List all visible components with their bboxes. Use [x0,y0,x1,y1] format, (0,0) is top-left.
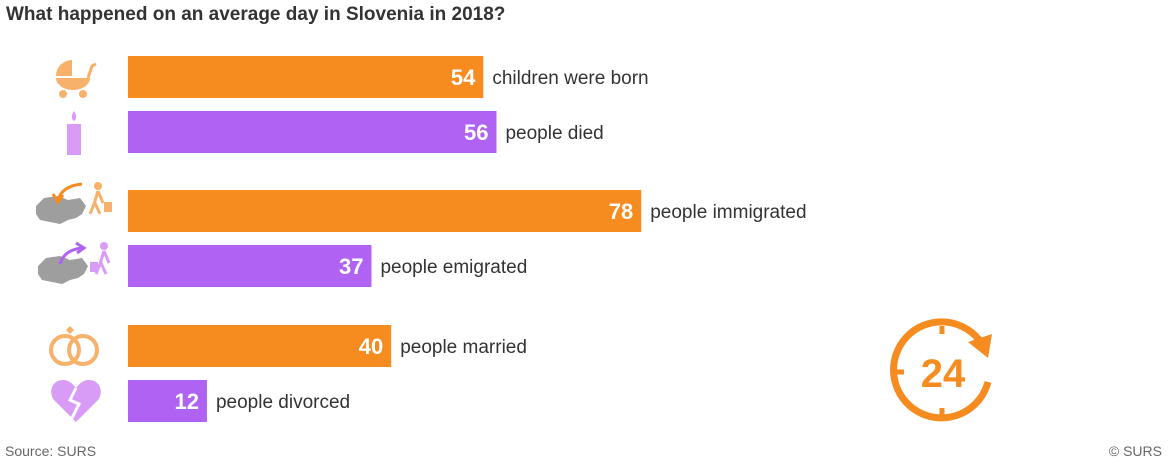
category-label: people divorced [216,392,350,413]
clock-label: 24 [921,352,966,396]
category-label: people died [505,123,603,144]
bar [128,245,372,287]
bar [128,56,484,98]
value-label: 37 [339,254,363,279]
24-hours-clock-icon: 24 [890,318,992,422]
copyright-note: © SURS [1108,443,1162,459]
category-label: people married [400,337,527,358]
value-label: 78 [609,199,633,224]
chart-title: What happened on an average day in Slove… [6,4,506,25]
candle-icon [67,111,81,155]
wedding-rings-icon [49,326,99,366]
value-label: 12 [174,389,198,414]
value-label: 56 [464,120,488,145]
bar [128,111,497,153]
emigration-icon [38,241,111,284]
category-label: people emigrated [380,257,527,278]
immigration-icon [36,182,112,224]
value-label: 40 [359,334,383,359]
bar [128,325,392,367]
category-label: people immigrated [650,202,806,223]
category-label: children were born [492,68,648,89]
bar [128,190,642,232]
baby-carriage-icon [56,60,97,98]
bar [128,380,207,422]
value-label: 54 [451,65,476,90]
source-note: Source: SURS [5,443,97,459]
broken-heart-icon [51,380,101,422]
